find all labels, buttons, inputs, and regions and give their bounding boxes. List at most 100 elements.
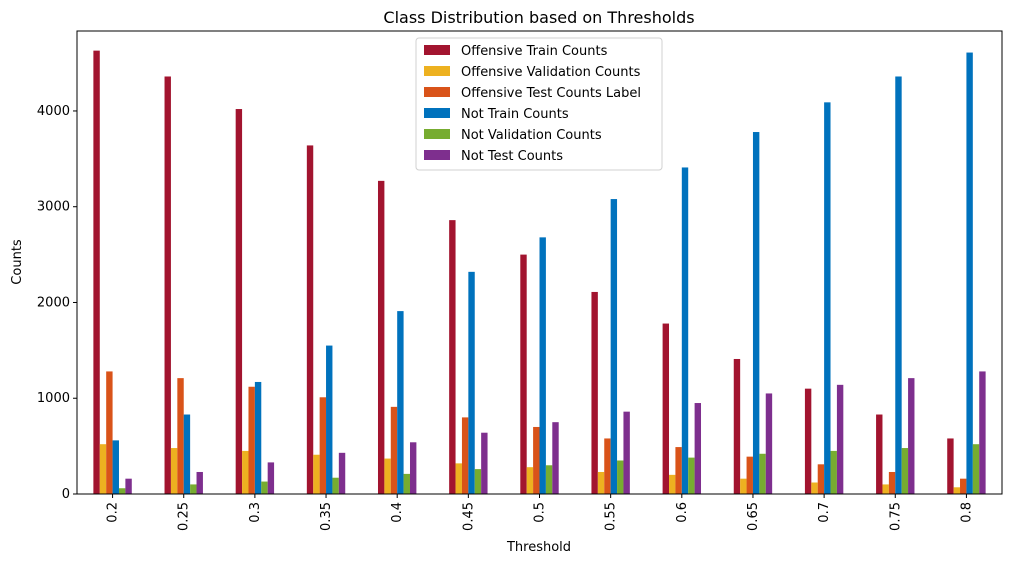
bar-not-train-counts-0.55	[610, 199, 618, 494]
legend-label: Not Validation Counts	[461, 128, 602, 143]
legend-swatch	[424, 45, 450, 55]
bar-not-validation-counts-0.2	[118, 488, 126, 494]
bar-not-test-counts-0.55	[623, 411, 630, 494]
y-tick-label: 3000	[37, 200, 70, 215]
bar-not-validation-counts-0.7	[830, 450, 837, 494]
bar-not-train-counts-0.7	[824, 102, 831, 494]
bar-not-test-counts-0.75	[908, 378, 915, 494]
bar-not-validation-counts-0.3	[261, 481, 268, 494]
bar-offensive-validation-counts-0.3	[242, 450, 249, 494]
bar-not-train-counts-0.65	[752, 132, 760, 494]
bar-offensive-validation-counts-0.5	[526, 467, 534, 494]
bar-not-test-counts-0.6	[694, 403, 702, 494]
bar-offensive-test-counts-label-0.75	[888, 471, 896, 494]
bar-not-validation-counts-0.55	[617, 460, 624, 494]
bar-offensive-train-counts-0.45	[449, 220, 456, 494]
bar-offensive-train-counts-0.2	[93, 50, 100, 494]
bar-not-train-counts-0.3	[254, 381, 262, 494]
bar-offensive-test-counts-label-0.8	[960, 478, 967, 494]
bar-offensive-test-counts-label-0.4	[390, 406, 398, 494]
bar-offensive-train-counts-0.55	[591, 291, 598, 494]
bar-offensive-validation-counts-0.4	[384, 458, 391, 494]
x-tick-label: 0.25	[177, 502, 192, 531]
y-axis: 0 1000 2000 3000 4000	[37, 104, 77, 502]
bar-offensive-train-counts-0.6	[662, 323, 670, 494]
legend-swatch	[424, 150, 450, 160]
bar-not-test-counts-0.5	[552, 422, 559, 494]
bar-offensive-test-counts-label-0.7	[817, 464, 825, 494]
bar-offensive-train-counts-0.5	[520, 254, 527, 494]
bar-not-train-counts-0.35	[326, 345, 333, 494]
x-tick-label: 0.55	[604, 502, 619, 531]
bar-offensive-validation-counts-0.6	[669, 474, 676, 494]
y-tick-label: 4000	[37, 104, 70, 119]
bar-not-validation-counts-0.45	[474, 469, 482, 494]
bar-offensive-train-counts-0.3	[235, 109, 243, 494]
bar-not-train-counts-0.75	[895, 76, 902, 495]
x-tick-label: 0.75	[888, 502, 903, 531]
bar-offensive-train-counts-0.25	[164, 76, 171, 495]
legend-label: Not Train Counts	[461, 107, 569, 122]
bar-offensive-train-counts-0.4	[377, 180, 385, 495]
legend-label: Not Test Counts	[461, 149, 563, 164]
bar-offensive-train-counts-0.35	[306, 145, 314, 494]
bar-offensive-test-counts-label-0.6	[675, 447, 682, 494]
bar-not-train-counts-0.8	[966, 52, 973, 495]
bar-not-validation-counts-0.65	[759, 453, 766, 494]
bar-not-test-counts-0.7	[836, 384, 844, 494]
y-tick-label: 0	[62, 487, 70, 502]
legend-label: Offensive Test Counts Label	[461, 86, 641, 101]
legend-swatch	[424, 108, 450, 118]
legend-swatch	[424, 129, 450, 139]
bar-offensive-train-counts-0.65	[733, 358, 741, 494]
bar-not-train-counts-0.6	[681, 167, 689, 494]
bar-not-validation-counts-0.5	[545, 465, 553, 494]
bar-not-test-counts-0.35	[338, 452, 346, 494]
y-tick-label: 1000	[37, 391, 70, 406]
y-axis-label: Counts	[10, 239, 25, 285]
x-tick-label: 0.2	[106, 502, 121, 523]
bar-not-validation-counts-0.75	[901, 448, 909, 494]
bar-not-test-counts-0.25	[196, 471, 203, 494]
bar-offensive-test-counts-label-0.25	[177, 378, 184, 494]
bar-not-train-counts-0.25	[183, 414, 191, 494]
bar-offensive-validation-counts-0.65	[740, 478, 747, 494]
bar-not-test-counts-0.45	[481, 432, 488, 494]
bar-not-test-counts-0.2	[125, 478, 132, 494]
bar-offensive-test-counts-label-0.35	[319, 397, 327, 494]
x-tick-label: 0.3	[248, 502, 263, 523]
x-tick-label: 0.5	[533, 502, 548, 523]
x-tick-label: 0.35	[319, 502, 334, 531]
x-axis-label: Threshold	[506, 540, 571, 555]
bar-not-train-counts-0.4	[397, 311, 404, 494]
bar-not-test-counts-0.8	[979, 371, 986, 494]
bar-offensive-validation-counts-0.45	[455, 463, 462, 494]
bar-not-validation-counts-0.25	[190, 484, 197, 494]
bar-offensive-train-counts-0.8	[947, 438, 954, 494]
bar-offensive-train-counts-0.7	[804, 388, 812, 494]
x-tick-label: 0.7	[817, 502, 832, 523]
chart-title: Class Distribution based on Thresholds	[383, 8, 694, 27]
bar-offensive-test-counts-label-0.45	[461, 417, 469, 494]
bar-offensive-test-counts-label-0.55	[604, 438, 611, 494]
x-tick-label: 0.8	[959, 502, 974, 523]
bar-offensive-test-counts-label-0.65	[746, 456, 753, 494]
bar-offensive-test-counts-label-0.3	[248, 386, 255, 494]
legend-swatch	[424, 66, 450, 76]
x-tick-label: 0.6	[675, 502, 690, 523]
bar-not-train-counts-0.45	[468, 271, 475, 494]
bar-not-test-counts-0.3	[267, 462, 275, 494]
x-axis: 0.2 0.25 0.3 0.35 0.4 0.45 0.5 0.55 0.6 0.65 0.7 0.…	[106, 494, 974, 531]
legend-label: Offensive Validation Counts	[461, 65, 641, 80]
x-tick-label: 0.4	[390, 502, 405, 523]
x-tick-label: 0.45	[461, 502, 476, 531]
legend-label: Offensive Train Counts	[461, 44, 608, 59]
bar-offensive-validation-counts-0.35	[313, 454, 320, 494]
bar-offensive-validation-counts-0.8	[953, 487, 961, 494]
bar-offensive-validation-counts-0.25	[170, 448, 178, 494]
bar-not-validation-counts-0.35	[332, 477, 339, 494]
bar-not-validation-counts-0.8	[972, 444, 980, 494]
bar-offensive-validation-counts-0.7	[811, 482, 818, 494]
legend: Offensive Train Counts Offensive Validati…	[415, 37, 663, 171]
